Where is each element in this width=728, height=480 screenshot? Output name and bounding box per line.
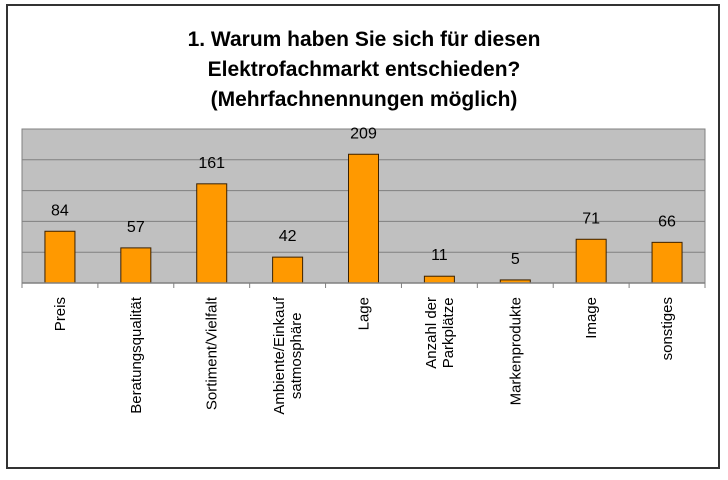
x-tick-label-line: Image — [583, 297, 600, 339]
x-tick-label-line: Ambiente/Einkauf — [271, 296, 288, 414]
x-tick-label-line: Sortiment/Vielfalt — [204, 296, 221, 410]
data-label: 5 — [511, 251, 520, 268]
data-label: 42 — [279, 228, 297, 245]
data-label: 66 — [658, 213, 676, 230]
chart-title-line: Elektrofachmarkt entschieden? — [208, 58, 521, 81]
x-tick-label-line: Beratungsqualität — [128, 296, 145, 414]
x-tick-label: Preis — [52, 297, 69, 331]
x-tick-label-line: Parkplätze — [440, 297, 457, 368]
data-label: 71 — [582, 210, 600, 227]
data-labels: 84 57 161 42 209 11 5 71 66 — [51, 125, 676, 268]
x-tick-label-line: Markenprodukte — [507, 297, 524, 405]
x-tick-label: sonstiges — [659, 297, 676, 360]
chart-title-line: (Mehrfachnennungen möglich) — [211, 88, 518, 111]
x-tick-label: Beratungsqualität — [128, 296, 145, 414]
x-tick-label: Image — [583, 297, 600, 339]
data-label: 209 — [350, 125, 377, 142]
x-tick-label-line: Anzahl der — [423, 297, 440, 369]
x-tick-label: Anzahl derParkplätze — [423, 297, 457, 369]
bar — [575, 238, 607, 284]
bar — [272, 256, 304, 284]
bar — [651, 241, 683, 284]
x-tick-label: Lage — [356, 297, 373, 330]
x-tick-label-line: satmosphäre — [288, 312, 305, 399]
x-tick-label: Ambiente/Einkaufsatmosphäre — [271, 296, 305, 414]
bars — [44, 153, 683, 284]
x-tick-label-line: sonstiges — [659, 297, 676, 360]
x-tick-label: Markenprodukte — [507, 297, 524, 405]
x-tick-label-line: Lage — [356, 297, 373, 330]
data-label: 11 — [431, 247, 448, 264]
x-tick-label-line: Preis — [52, 297, 69, 331]
x-axis: Preis Beratungsqualität Sortiment/Vielfalt… — [21, 282, 706, 415]
data-label: 161 — [198, 155, 225, 172]
chart-title-line: 1. Warum haben Sie sich für diesen — [188, 28, 541, 51]
bar — [120, 247, 152, 284]
data-label: 84 — [51, 202, 69, 219]
bar — [348, 153, 379, 284]
bar — [423, 275, 455, 284]
chart-title: 1. Warum haben Sie sich für diesen Elektr… — [188, 28, 541, 111]
data-label: 57 — [127, 219, 145, 236]
bar — [44, 230, 76, 284]
x-tick-label: Sortiment/Vielfalt — [204, 296, 221, 410]
bar — [196, 183, 228, 284]
